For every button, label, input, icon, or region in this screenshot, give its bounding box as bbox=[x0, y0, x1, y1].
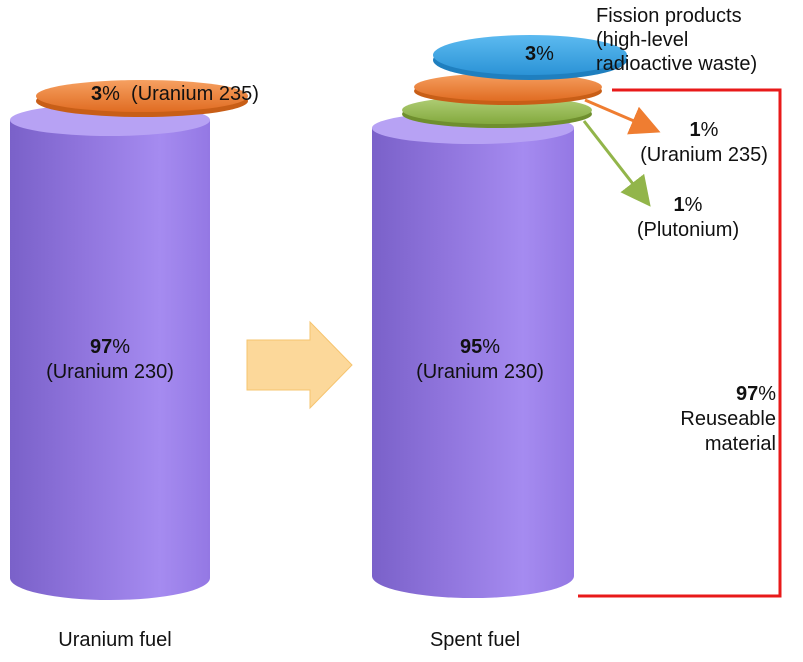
remaining-uranium-235-label: 1% (Uranium 235) bbox=[640, 119, 768, 166]
spent-fuel-caption: Spent fuel bbox=[429, 629, 521, 651]
plutonium-pointer-arrow bbox=[582, 120, 651, 207]
uranium-230-label: 97% (Uranium 230) bbox=[46, 336, 174, 383]
plutonium-label: 1% (Plutonium) bbox=[636, 194, 740, 241]
uranium-235-disc bbox=[36, 80, 248, 117]
reusable-material-bracket bbox=[578, 88, 782, 598]
fission-products-percent: 3% bbox=[525, 43, 554, 65]
uranium-235-label: 3% (Uranium 235) bbox=[91, 83, 259, 105]
fission-products-label: Fission products (high-level radioactive… bbox=[596, 5, 758, 75]
reusable-material-label: 97% Reuseable material bbox=[680, 383, 776, 455]
uranium-235-remaining-disc bbox=[414, 73, 602, 105]
uranium-235-pointer-arrow bbox=[584, 98, 661, 135]
spent-uranium-230-label: 95% (Uranium 230) bbox=[416, 336, 544, 383]
uranium-fuel-caption: Uranium fuel bbox=[58, 629, 172, 651]
right-arrow-icon bbox=[246, 320, 353, 410]
fission-products-disc bbox=[433, 35, 627, 80]
